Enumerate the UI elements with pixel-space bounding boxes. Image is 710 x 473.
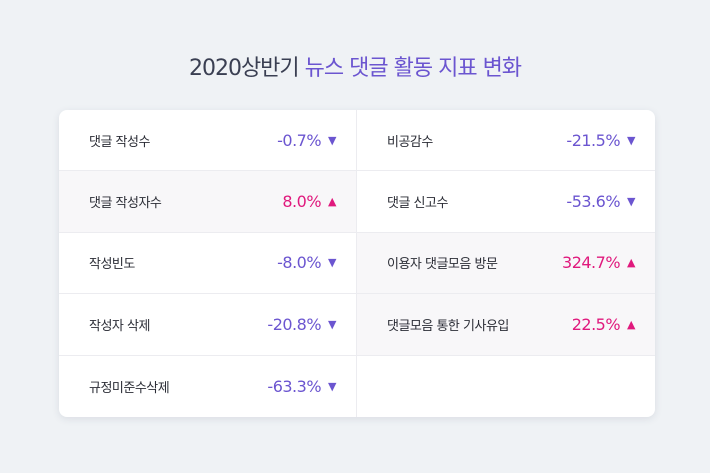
- metric-value: -0.7% ▼: [277, 131, 336, 150]
- metric-value: -8.0% ▼: [277, 253, 336, 272]
- metric-number: 8.0%: [282, 192, 322, 212]
- metric-label: 댓글 작성자수: [89, 196, 162, 212]
- metric-frequency: 작성빈도 -8.0% ▼: [59, 232, 357, 295]
- down-arrow-icon: ▼: [328, 379, 336, 393]
- metric-value: 22.5% ▲: [571, 314, 636, 334]
- up-arrow-icon: ▲: [627, 256, 635, 270]
- metric-label: 댓글 작성수: [89, 134, 150, 150]
- metric-value: -21.5% ▼: [566, 131, 635, 150]
- down-arrow-icon: ▼: [328, 256, 336, 270]
- title-prefix: 2020상반기: [188, 56, 300, 81]
- page-title: 2020상반기 뉴스 댓글 활동 지표 변화: [0, 50, 710, 82]
- metric-report-count: 댓글 신고수 -53.6% ▼: [357, 171, 655, 233]
- metric-number: -63.3%: [267, 376, 322, 396]
- metric-label: 이용자 댓글모음 방문: [387, 257, 498, 273]
- metric-label: 작성자 삭제: [89, 318, 150, 334]
- metric-label: 비공감수: [387, 134, 433, 150]
- metric-number: -8.0%: [277, 253, 322, 273]
- metric-dislike-count: 비공감수 -21.5% ▼: [357, 110, 655, 172]
- metric-commenter-count: 댓글 작성자수 8.0% ▲: [59, 171, 357, 233]
- up-arrow-icon: ▲: [328, 195, 336, 209]
- down-arrow-icon: ▼: [328, 317, 336, 331]
- metric-value: -63.3% ▼: [267, 377, 336, 396]
- metrics-card: 댓글 작성수 -0.7% ▼ 비공감수 -21.5% ▼ 댓글 작성자수 8.0…: [59, 110, 655, 417]
- metric-number: 22.5%: [571, 314, 621, 334]
- metric-label: 댓글모음 통한 기사유입: [387, 318, 509, 334]
- up-arrow-icon: ▲: [627, 317, 635, 331]
- down-arrow-icon: ▼: [627, 133, 635, 147]
- metric-label: 작성빈도: [89, 257, 135, 273]
- metric-comment-count: 댓글 작성수 -0.7% ▼: [59, 110, 357, 172]
- metric-number: -21.5%: [566, 130, 621, 150]
- metric-author-deletion: 작성자 삭제 -20.8% ▼: [59, 294, 357, 356]
- metric-article-inflow: 댓글모음 통한 기사유입 22.5% ▲: [357, 294, 655, 356]
- metric-value: 8.0% ▲: [282, 192, 336, 211]
- down-arrow-icon: ▼: [627, 195, 635, 209]
- down-arrow-icon: ▼: [328, 133, 336, 147]
- metric-value: -20.8% ▼: [267, 315, 336, 334]
- title-highlight: 뉴스 댓글 활동 지표 변화: [304, 56, 522, 81]
- empty-cell: [357, 356, 655, 417]
- metric-number: -53.6%: [566, 192, 621, 212]
- metric-policy-deletion: 규정미준수삭제 -63.3% ▼: [59, 355, 357, 417]
- metric-number: 324.7%: [562, 253, 621, 273]
- metric-value: -53.6% ▼: [566, 192, 635, 211]
- metric-label: 댓글 신고수: [387, 196, 448, 212]
- metric-number: -0.7%: [277, 130, 322, 150]
- metric-number: -20.8%: [267, 314, 322, 334]
- metric-label: 규정미준수삭제: [89, 380, 170, 396]
- metric-collection-visits: 이용자 댓글모음 방문 324.7% ▲: [357, 232, 655, 295]
- metric-value: 324.7% ▲: [562, 253, 635, 272]
